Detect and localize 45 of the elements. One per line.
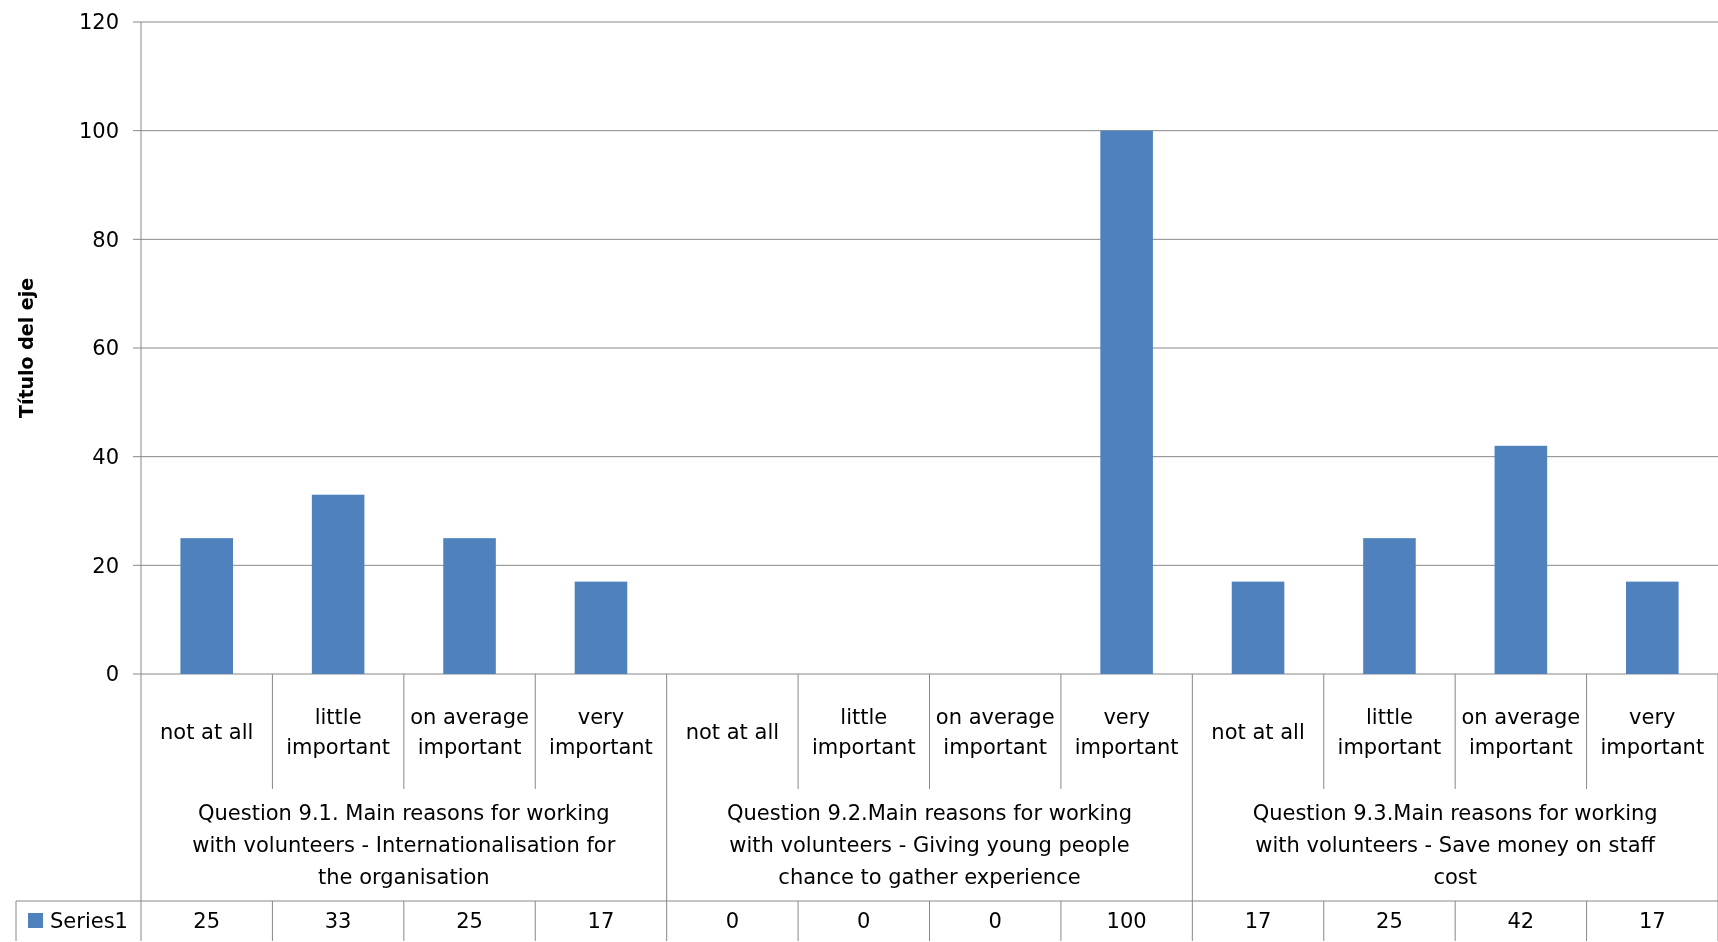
x-tick-label: very important (1600, 704, 1705, 759)
x-tick-label: little important (811, 704, 916, 759)
data-label: 0 (988, 909, 1002, 934)
bar (1494, 445, 1548, 674)
data-label: 33 (324, 909, 352, 934)
x-tick-label: on average important (1461, 704, 1581, 759)
data-label: 25 (193, 909, 221, 934)
data-label: 42 (1507, 909, 1535, 934)
x-tick-label: not at all (160, 719, 254, 744)
x-tick-label: little important (1337, 704, 1442, 759)
data-label: 17 (587, 909, 615, 934)
y-tick-label: 0 (105, 662, 119, 687)
text: Question 9.2.Main reasons for working with volunteers - Giving young people chance to gather experience (727, 801, 1132, 890)
text: Question 9.3.Main reasons for working with volunteers - Save money on staff cost (1252, 801, 1658, 890)
x-tick-label: little important (286, 704, 390, 759)
y-tick-label: 40 (92, 445, 119, 470)
bar (1363, 538, 1416, 674)
y-tick-label: 100 (78, 119, 119, 144)
bar (180, 538, 233, 674)
bar (1231, 581, 1285, 674)
bar (1626, 581, 1679, 674)
data-label: 0 (857, 909, 871, 934)
bar (1100, 130, 1153, 674)
y-tick-label: 120 (78, 10, 119, 35)
y-tick-label: 80 (92, 227, 119, 252)
legend-label: Series1 (50, 909, 128, 934)
x-tick-label: very important (1074, 704, 1179, 759)
data-label: 17 (1244, 909, 1272, 934)
x-tick-label: not at all (1211, 719, 1305, 744)
x-tick-label: on average important (935, 704, 1055, 759)
data-label: 25 (1376, 909, 1403, 934)
bar (311, 494, 365, 674)
bar (574, 581, 628, 674)
y-tick-label: 20 (92, 553, 119, 578)
data-label: 0 (725, 909, 740, 934)
y-tick-label: 60 (92, 336, 119, 361)
data-label: 25 (456, 909, 483, 934)
data-label: 17 (1638, 909, 1666, 934)
data-label: 100 (1106, 909, 1147, 934)
x-tick-label: very important (549, 704, 653, 759)
bar (443, 538, 496, 674)
y-axis-title: Título del eje (15, 277, 37, 419)
x-tick-label: not at all (685, 719, 780, 744)
text: Question 9.1. Main reasons for working with volunteers - Internationalisation for the organisation (192, 801, 616, 890)
x-tick-label: on average important (410, 704, 529, 759)
